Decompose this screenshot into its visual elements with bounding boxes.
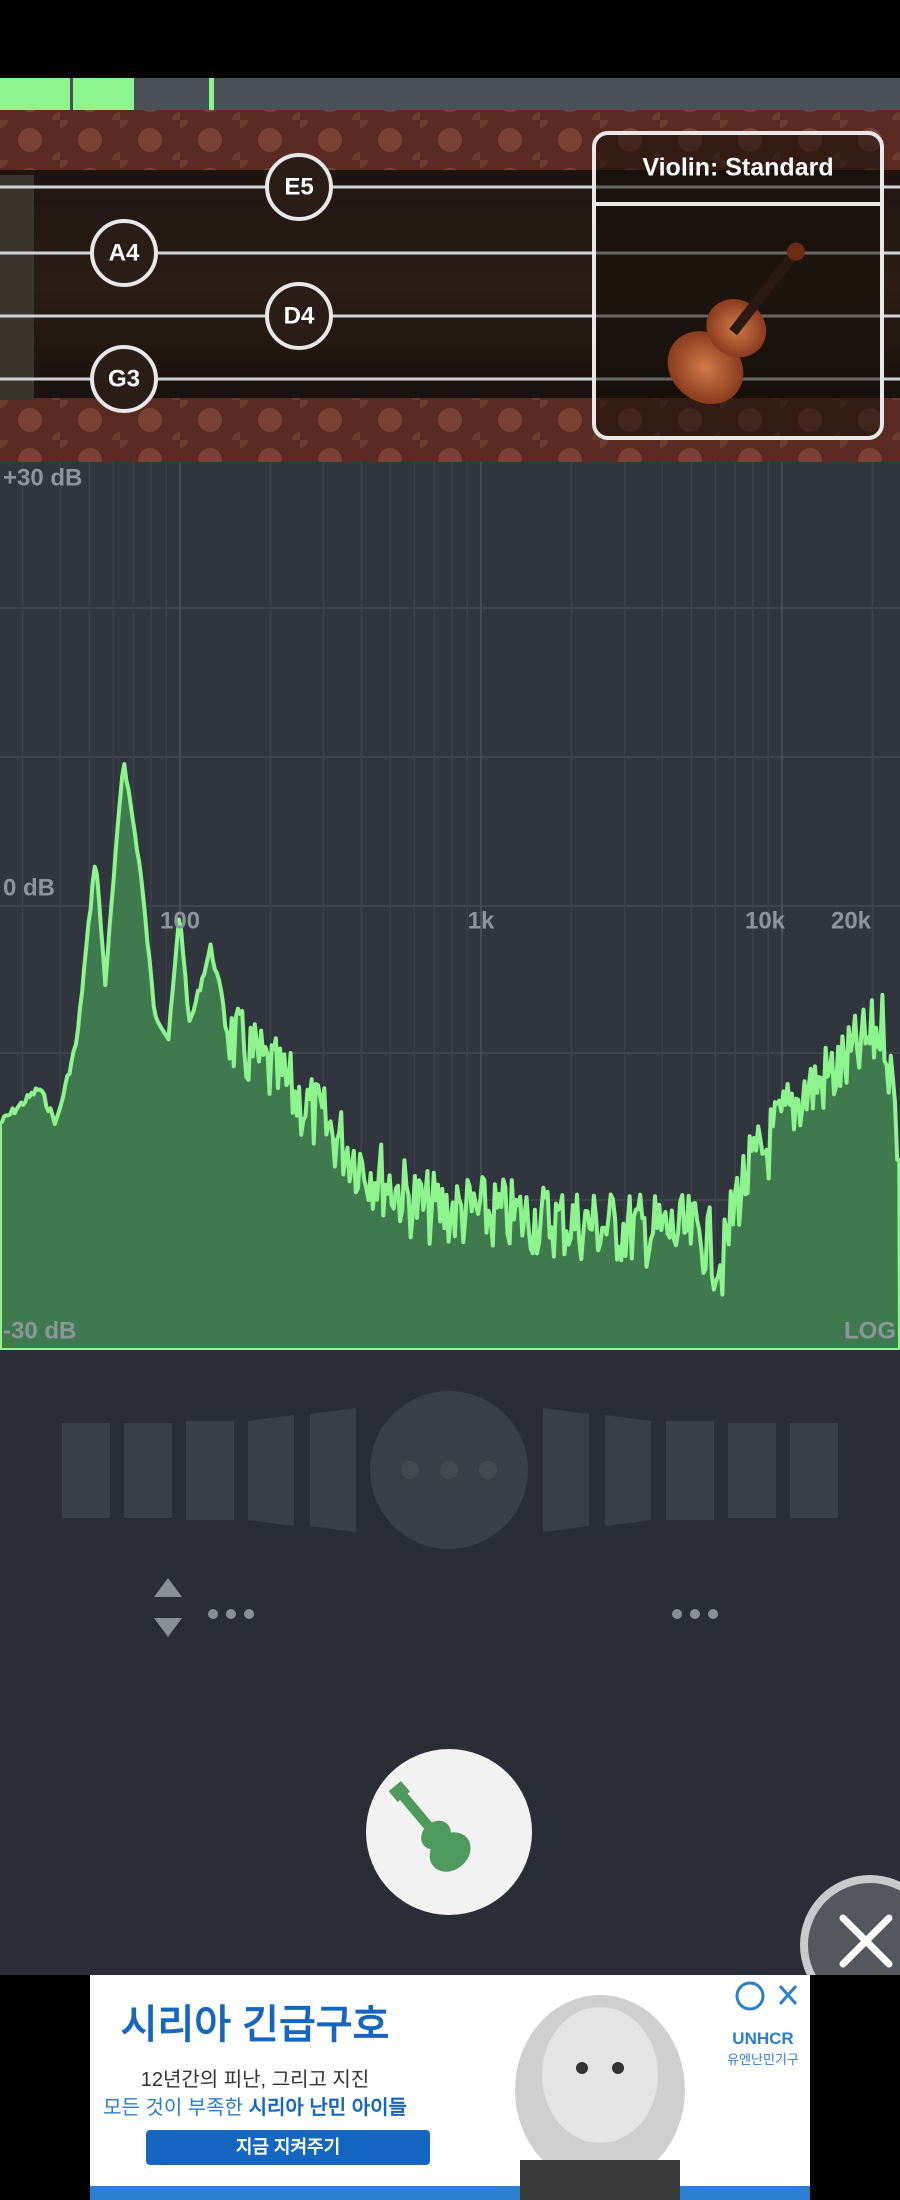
ad-info-icon[interactable] bbox=[735, 1981, 765, 2011]
ad-headline: 시리아 긴급구호 bbox=[121, 2003, 390, 2047]
meter-dots bbox=[401, 1461, 497, 1479]
ad-brand-sub: 유엔난민기구 bbox=[727, 2052, 799, 2067]
note-label: G3 bbox=[108, 365, 140, 392]
note-label: D4 bbox=[284, 302, 315, 329]
ad-cta-button[interactable]: 지금 지켜주기 bbox=[146, 2130, 430, 2165]
note-label: E5 bbox=[284, 173, 313, 200]
transpose-control[interactable] bbox=[154, 1578, 254, 1637]
violin-icon bbox=[667, 242, 805, 404]
freq-label: 1k bbox=[468, 907, 495, 934]
note-G3[interactable]: G3 bbox=[90, 345, 158, 413]
progress-segment bbox=[73, 78, 134, 110]
spectrum-curve bbox=[0, 762, 900, 1352]
progress-track bbox=[0, 78, 900, 110]
db-label: -30 dB bbox=[3, 1317, 76, 1344]
ad-line: 12년간의 피난, 그리고 지진 bbox=[141, 2068, 369, 2091]
instrument-name: Violin: Standard bbox=[642, 154, 833, 182]
db-label: +30 dB bbox=[3, 464, 82, 491]
scale-label: LOG bbox=[844, 1317, 896, 1344]
note-A4[interactable]: A4 bbox=[90, 219, 158, 287]
status-bar bbox=[0, 0, 900, 78]
note-D4[interactable]: D4 bbox=[265, 282, 333, 350]
db-label: 0 dB bbox=[3, 874, 55, 901]
nut bbox=[0, 175, 34, 400]
freq-label: 20k bbox=[831, 907, 872, 934]
progress-marker bbox=[209, 78, 214, 110]
freq-label: 10k bbox=[745, 907, 786, 934]
freq-label: 100 bbox=[160, 907, 200, 934]
progress-segment bbox=[0, 78, 70, 110]
ad-cta-label: 지금 지켜주기 bbox=[236, 2137, 340, 2157]
instrument-button[interactable] bbox=[366, 1749, 532, 1915]
note-E5[interactable]: E5 bbox=[265, 153, 333, 221]
ad-close-icon[interactable] bbox=[778, 1985, 798, 2005]
note-label: A4 bbox=[109, 239, 140, 266]
options-control[interactable] bbox=[672, 1609, 718, 1619]
ad-banner[interactable]: 시리아 긴급구호 12년간의 피난, 그리고 지진 모든 것이 부족한 시리아 … bbox=[90, 1975, 810, 2200]
instrument-selector[interactable]: Violin: Standard bbox=[592, 131, 884, 440]
ad-line-highlight: 시리아 난민 아이들 bbox=[249, 2096, 407, 2119]
ad-line: 모든 것이 부족한 시리아 난민 아이들 bbox=[103, 2096, 407, 2119]
ad-brand: UNHCR bbox=[732, 2029, 793, 2048]
ad-line-prefix: 모든 것이 부족한 bbox=[103, 2096, 248, 2119]
